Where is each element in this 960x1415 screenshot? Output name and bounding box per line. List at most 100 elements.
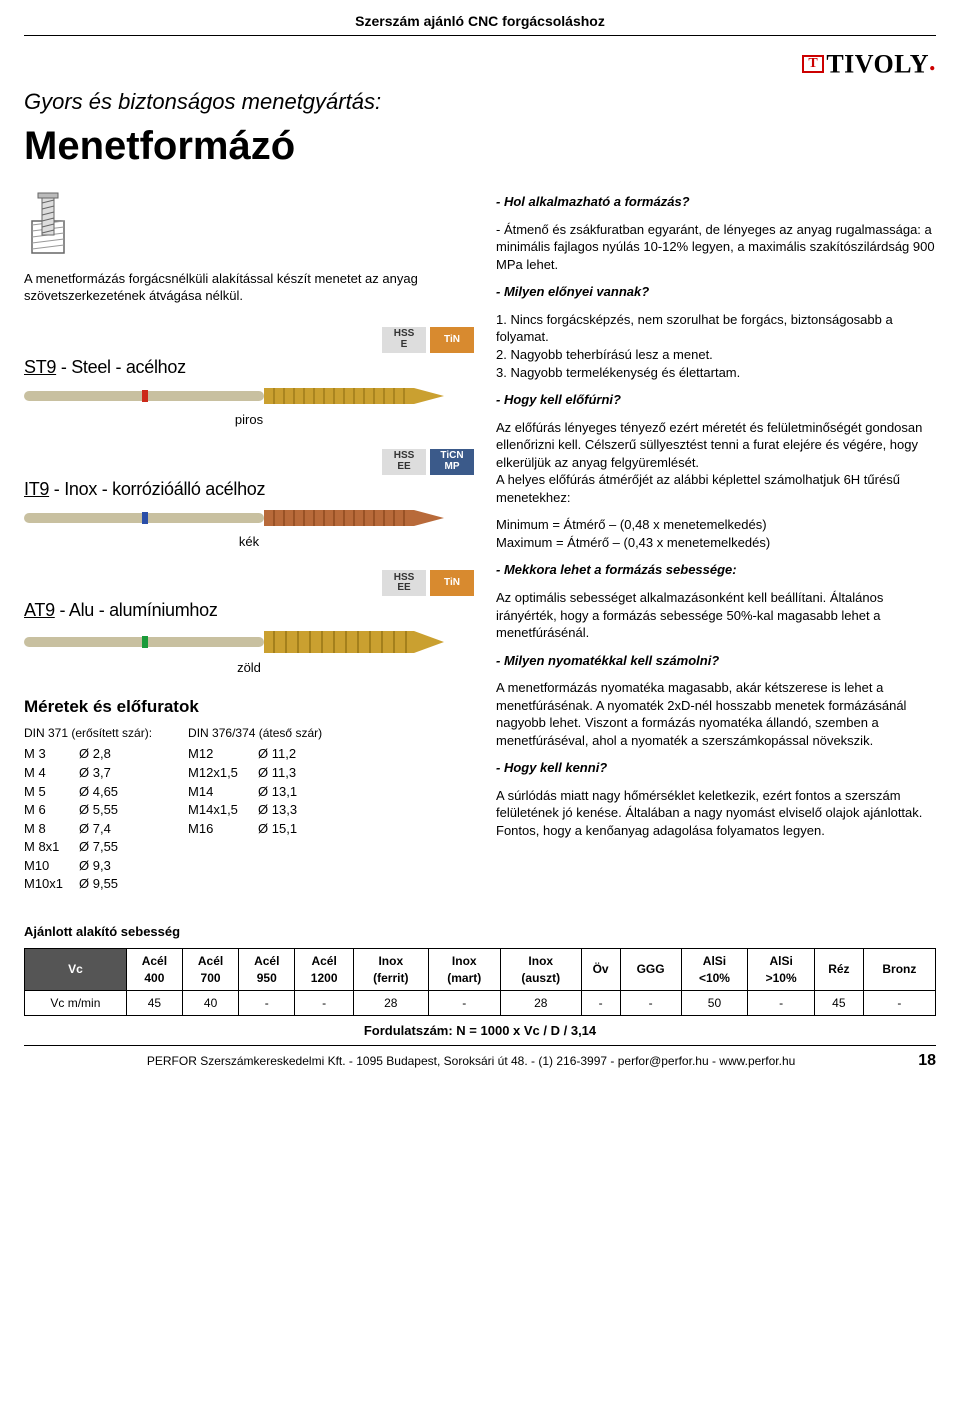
formula: Fordulatszám: N = 1000 x Vc / D / 3,14 <box>24 1022 936 1040</box>
sizes-title: Méretek és előfuratok <box>24 696 474 719</box>
tap-at9-icon <box>24 629 454 655</box>
size-cell: M12 <box>188 745 258 763</box>
badge-hss-ee-1: HSSEE <box>382 449 426 475</box>
speed-val: 28 <box>353 990 428 1015</box>
size-cell: M14 <box>188 783 258 801</box>
size-cell: Ø 3,7 <box>79 764 134 782</box>
badge-hss-e: HSSE <box>382 327 426 353</box>
size-cell: Ø 7,55 <box>79 838 134 856</box>
badge-tin: TiN <box>430 327 474 353</box>
size-cell: M 4 <box>24 764 79 782</box>
speed-val: 45 <box>814 990 863 1015</box>
doc-title: Szerszám ajánló CNC forgácsoláshoz <box>24 12 936 36</box>
sizes-left: DIN 371 (erősített szár): M 3Ø 2,8M 4Ø 3… <box>24 725 152 893</box>
badge-hss-ee-2: HSSEE <box>382 570 426 596</box>
logo-name: TIVOLY <box>826 49 929 78</box>
badge-tin-2: TiN <box>430 570 474 596</box>
size-cell: M 6 <box>24 801 79 819</box>
speed-col-head: Inox(auszt) <box>500 949 581 990</box>
q5: - Milyen nyomatékkal kell számolni? <box>496 652 936 670</box>
rhs-column: - Hol alkalmazható a formázás? - Átmenő … <box>496 191 936 893</box>
subtitle: Gyors és biztonságos menetgyártás: <box>24 87 936 117</box>
vc-row-label: Vc m/min <box>25 990 127 1015</box>
q6: - Hogy kell kenni? <box>496 759 936 777</box>
speed-val: - <box>428 990 500 1015</box>
f-min: Minimum = Átmérő – (0,48 x menetemelkedé… <box>496 516 936 534</box>
variant-it9: HSSEE TiCNMP IT9 - Inox - korrózióálló a… <box>24 449 474 551</box>
size-cell: M 5 <box>24 783 79 801</box>
speed-val: - <box>581 990 620 1015</box>
speed-title: Ajánlott alakító sebesség <box>24 923 936 941</box>
speed-val: - <box>295 990 354 1015</box>
tap-st9-icon <box>24 385 454 407</box>
speed-val: 40 <box>182 990 238 1015</box>
size-cell: M 8x1 <box>24 838 79 856</box>
speed-col-head: Acél700 <box>182 949 238 990</box>
variant-st9: HSSE TiN ST9 - Steel - acélhoz <box>24 327 474 429</box>
speed-col-head: Bronz <box>863 949 935 990</box>
tap-it9-icon <box>24 507 454 529</box>
speed-val: - <box>863 990 935 1015</box>
size-cell: M 3 <box>24 745 79 763</box>
size-cell: Ø 13,1 <box>258 783 318 801</box>
speed-col-head: Acél950 <box>239 949 295 990</box>
speed-col-head: Acél1200 <box>295 949 354 990</box>
size-cell: Ø 2,8 <box>79 745 134 763</box>
speed-col-head: Acél400 <box>126 949 182 990</box>
size-cell: M10x1 <box>24 875 79 893</box>
speed-val: 45 <box>126 990 182 1015</box>
l1: 1. Nincs forgácsképzés, nem szorulhat be… <box>496 311 936 346</box>
size-cell: Ø 5,55 <box>79 801 134 819</box>
q3: - Hogy kell előfúrni? <box>496 391 936 409</box>
st9-color-label: piros <box>24 411 474 429</box>
badge-ticn: TiCNMP <box>430 449 474 475</box>
speed-col-head: Inox(ferrit) <box>353 949 428 990</box>
p3b: A helyes előfúrás átmérőjét az alábbi ké… <box>496 471 936 506</box>
size-cell: M12x1,5 <box>188 764 258 782</box>
speed-col-head: Réz <box>814 949 863 990</box>
p3a: Az előfúrás lényeges tényező ezért méret… <box>496 419 936 472</box>
l2: 2. Nagyobb teherbírású lesz a menet. <box>496 346 936 364</box>
speed-col-head: Öv <box>581 949 620 990</box>
p1: - Átmenő és zsákfuratban egyaránt, de lé… <box>496 221 936 274</box>
speed-val: - <box>748 990 815 1015</box>
q2: - Milyen előnyei vannak? <box>496 283 936 301</box>
logo-row: TTIVOLY. <box>24 44 936 82</box>
size-cell: Ø 4,65 <box>79 783 134 801</box>
speed-col-head: AlSi<10% <box>681 949 748 990</box>
sizes-right-head: DIN 376/374 (áteső szár) <box>188 725 322 741</box>
variant-it9-head: IT9 - Inox - korrózióálló acélhoz <box>24 477 474 501</box>
page-number: 18 <box>918 1050 936 1072</box>
vc-head: Vc <box>25 949 127 990</box>
variant-at9: HSSEE TiN AT9 - Alu - alumíniumhoz <box>24 570 474 676</box>
speed-val: 28 <box>500 990 581 1015</box>
size-cell: Ø 9,3 <box>79 857 134 875</box>
variant-st9-head: ST9 - Steel - acélhoz <box>24 355 474 379</box>
sizes-left-head: DIN 371 (erősített szár): <box>24 725 152 741</box>
size-cell: Ø 11,2 <box>258 745 318 763</box>
size-cell: Ø 7,4 <box>79 820 134 838</box>
at9-color-label: zöld <box>24 659 474 677</box>
q4: - Mekkora lehet a formázás sebessége: <box>496 561 936 579</box>
footer-text: PERFOR Szerszámkereskedelmi Kft. - 1095 … <box>24 1053 918 1069</box>
speed-val: 50 <box>681 990 748 1015</box>
f-max: Maximum = Átmérő – (0,43 x menetemelkedé… <box>496 534 936 552</box>
logo-mark: T <box>802 55 824 73</box>
p5: A menetformázás nyomatéka magasabb, akár… <box>496 679 936 749</box>
p4: Az optimális sebességet alkalmazásonként… <box>496 589 936 642</box>
speed-col-head: GGG <box>620 949 681 990</box>
logo-dot: . <box>929 47 936 76</box>
speed-val: - <box>239 990 295 1015</box>
speed-col-head: Inox(mart) <box>428 949 500 990</box>
speed-val: - <box>620 990 681 1015</box>
intro-text: A menetformázás forgácsnélküli alakításs… <box>24 270 474 305</box>
size-cell: M14x1,5 <box>188 801 258 819</box>
size-cell: Ø 13,3 <box>258 801 318 819</box>
it9-color-label: kék <box>24 533 474 551</box>
size-cell: Ø 15,1 <box>258 820 318 838</box>
size-cell: Ø 11,3 <box>258 764 318 782</box>
p6: A súrlódás miatt nagy hőmérséklet keletk… <box>496 787 936 840</box>
logo: TTIVOLY. <box>802 44 936 82</box>
variant-at9-head: AT9 - Alu - alumíniumhoz <box>24 598 474 622</box>
speed-col-head: AlSi>10% <box>748 949 815 990</box>
